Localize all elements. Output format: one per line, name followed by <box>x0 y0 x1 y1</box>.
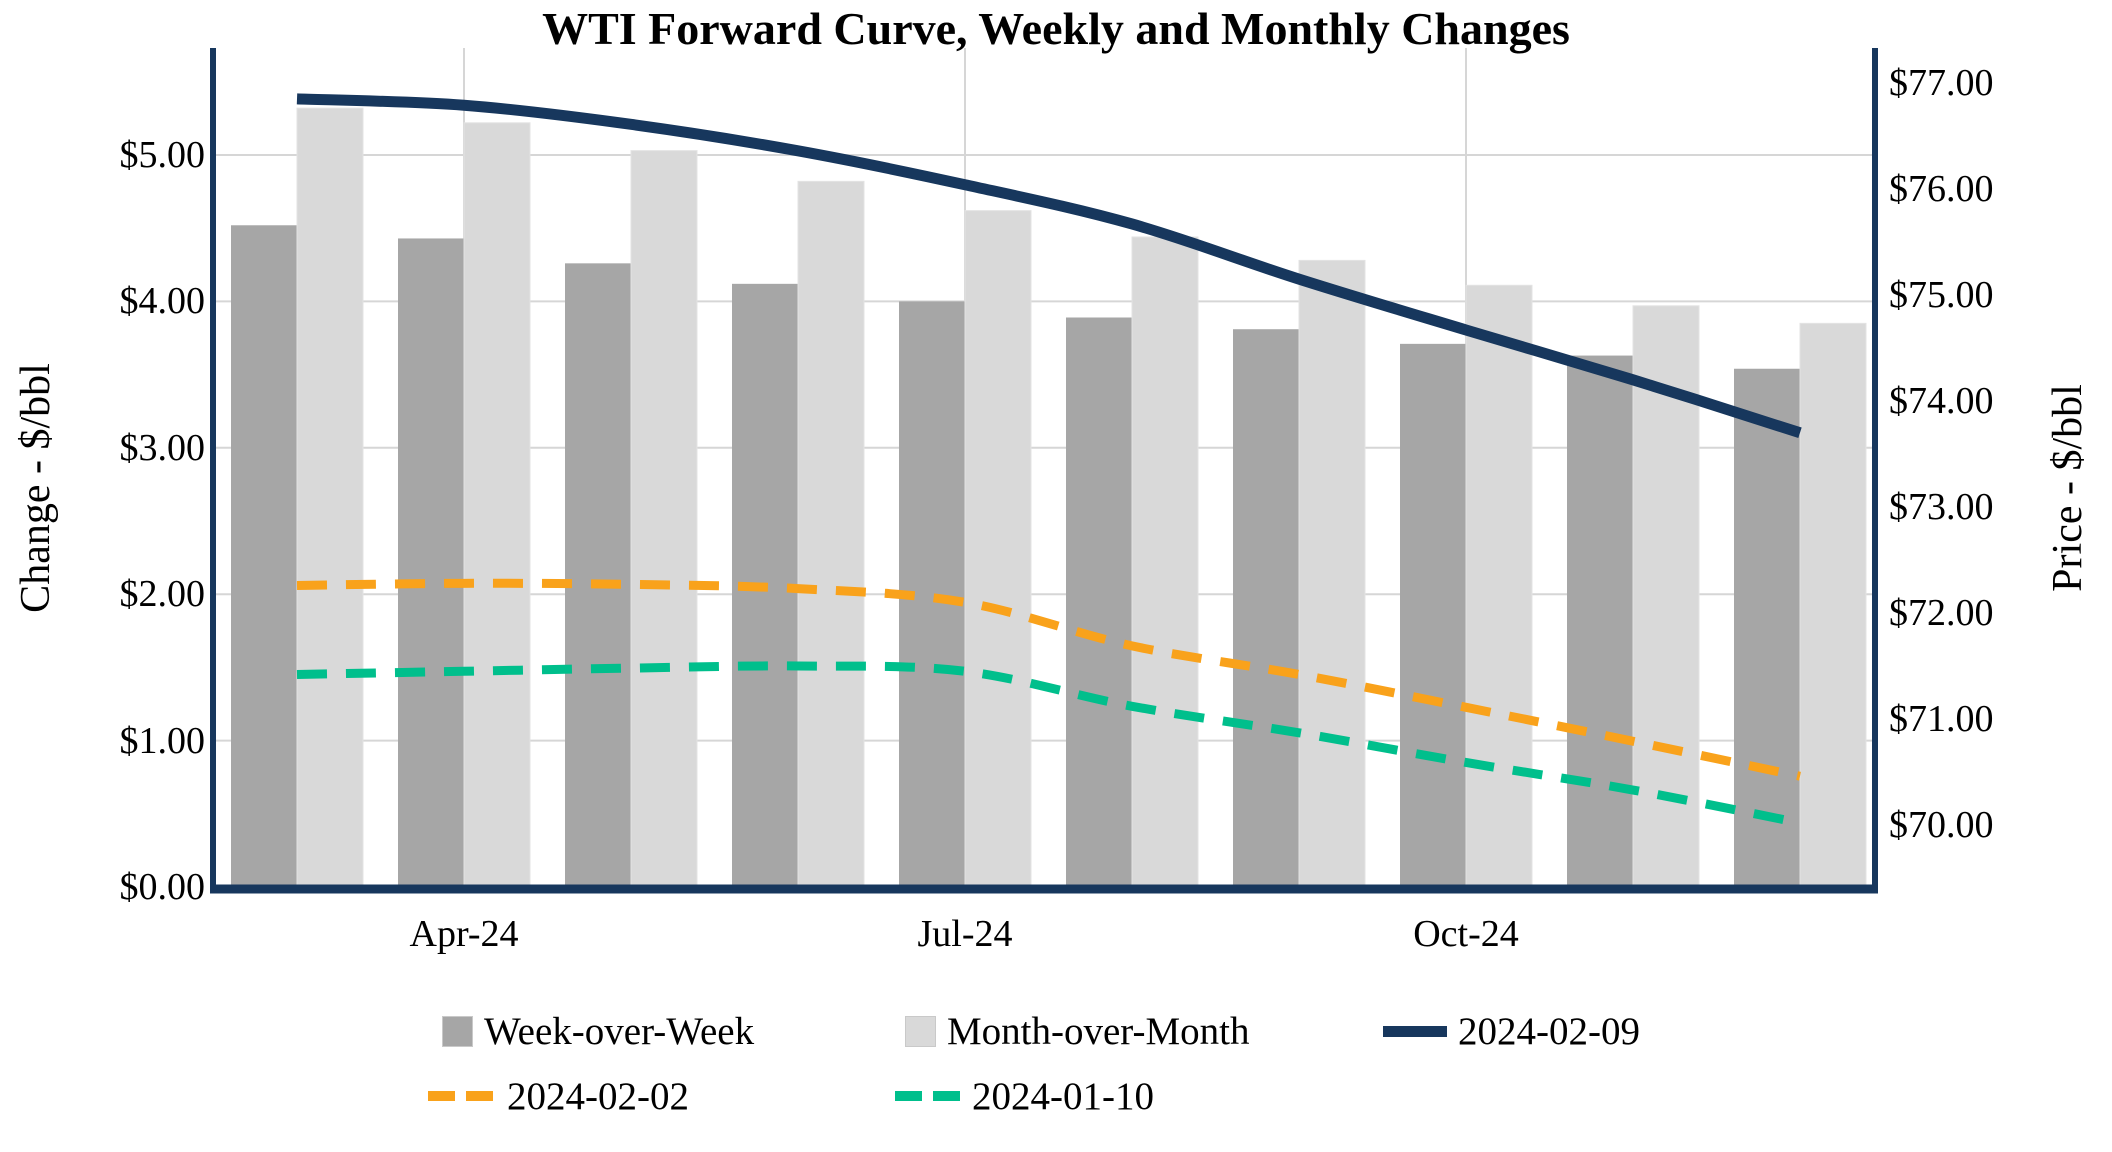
legend-line-2024-02-09 <box>1383 1026 1447 1037</box>
bar-week-over-week <box>1400 343 1466 890</box>
bar-week-over-week <box>565 263 631 889</box>
legend-dash-2024-01-10 <box>933 1091 960 1101</box>
legend-dash-2024-02-02 <box>466 1091 493 1101</box>
right-axis-tick-label: $72.00 <box>1889 592 1994 634</box>
legend-dash-2024-02-02 <box>428 1091 455 1101</box>
bar-week-over-week <box>231 225 297 890</box>
left-axis-tick-label: $0.00 <box>119 866 206 908</box>
bar-month-over-month <box>1298 259 1366 890</box>
bar-month-over-month <box>1799 322 1867 890</box>
right-axis-tick-label: $74.00 <box>1889 380 1994 422</box>
legend-label-2024-01-10: 2024-01-10 <box>972 1075 1154 1118</box>
right-axis-tick-label: $73.00 <box>1889 486 1994 528</box>
legend-label-2024-02-02: 2024-02-02 <box>507 1075 689 1118</box>
legend-label-2024-02-09: 2024-02-09 <box>1458 1010 1640 1053</box>
bar-week-over-week <box>1734 368 1800 889</box>
bar-month-over-month <box>630 150 698 890</box>
legend-swatch-month-over-month <box>905 1016 936 1047</box>
line-2024-01-10 <box>296 661 1801 828</box>
bar-month-over-month <box>797 180 865 890</box>
left-axis-tick-label: $2.00 <box>119 573 206 616</box>
x-axis-tick-label: Jul-24 <box>917 913 1013 955</box>
bar-week-over-week <box>1567 355 1633 889</box>
line-2024-02-09 <box>296 93 1802 439</box>
bar-month-over-month <box>1131 236 1199 890</box>
line-2024-02-02 <box>296 578 1801 781</box>
bar-month-over-month <box>1465 284 1533 890</box>
legend-label-week-over-week: Week-over-Week <box>484 1010 755 1053</box>
legend-dash-2024-01-10 <box>895 1091 922 1101</box>
legend-label-month-over-month: Month-over-Month <box>947 1010 1250 1053</box>
left-axis-tick-label: $5.00 <box>119 134 206 176</box>
right-axis-tick-label: $76.00 <box>1889 168 1994 210</box>
left-axis-tick-label: $4.00 <box>119 280 206 323</box>
bar-week-over-week <box>1233 329 1299 889</box>
bar-week-over-week <box>398 238 464 889</box>
right-axis-tick-label: $70.00 <box>1889 804 1994 846</box>
right-axis-tick-label: $75.00 <box>1889 274 1994 316</box>
left-axis-tick-label: $1.00 <box>119 719 206 762</box>
bar-week-over-week <box>1066 317 1132 889</box>
right-axis-tick-label: $77.00 <box>1889 62 1994 104</box>
legend-swatch-week-over-week <box>442 1016 473 1047</box>
bar-month-over-month <box>296 107 364 890</box>
bar-month-over-month <box>463 122 531 890</box>
right-axis-title: Price - $/bbl <box>2045 384 2091 592</box>
bar-month-over-month <box>964 210 1032 890</box>
chart-title: WTI Forward Curve, Weekly and Monthly Ch… <box>542 3 1570 54</box>
right-axis-tick-label: $71.00 <box>1889 698 1994 740</box>
x-axis-tick-label: Oct-24 <box>1413 913 1519 955</box>
left-axis-tick-label: $3.00 <box>119 426 206 469</box>
x-axis-tick-label: Apr-24 <box>409 913 519 955</box>
